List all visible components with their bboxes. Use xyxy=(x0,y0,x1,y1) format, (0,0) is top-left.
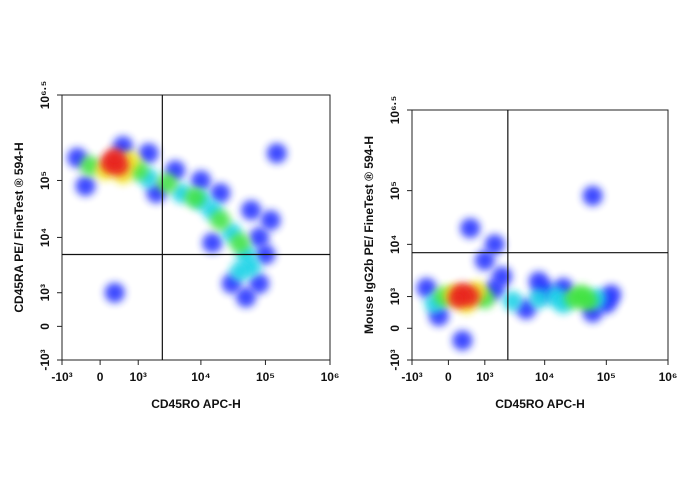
event-cluster xyxy=(210,183,231,204)
event-cluster xyxy=(260,210,281,231)
y-tick-label: 10³ xyxy=(38,284,52,301)
event-cluster xyxy=(249,273,270,294)
y-tick-label: 0 xyxy=(38,323,52,330)
event-cluster xyxy=(460,218,481,239)
event-cluster xyxy=(75,175,96,196)
event-cluster xyxy=(528,271,549,292)
y-tick-label: -10³ xyxy=(388,349,402,370)
event-cluster xyxy=(241,200,262,221)
event-cluster xyxy=(184,187,205,208)
event-cluster xyxy=(157,173,178,194)
x-axis-label: CD45RO APC-H xyxy=(495,397,585,411)
y-tick-label: 10⁴ xyxy=(388,235,402,254)
x-tick-label: 10⁵ xyxy=(597,370,616,384)
event-cluster xyxy=(229,261,250,282)
event-cluster xyxy=(474,250,495,271)
x-tick-label: 10⁶ xyxy=(659,370,678,384)
x-tick-label: 10⁵ xyxy=(256,370,275,384)
event-cluster xyxy=(104,282,125,303)
y-axis-label: Mouse IgG2b PE/ FineTest ® 594-H xyxy=(362,136,376,334)
event-cluster xyxy=(266,143,287,164)
event-cluster xyxy=(502,290,523,311)
event-cluster xyxy=(190,170,211,191)
event-cluster xyxy=(138,143,159,164)
event-cluster xyxy=(571,284,592,305)
event-cluster xyxy=(104,147,125,168)
plot-area xyxy=(416,185,622,351)
x-tick-label: -10³ xyxy=(401,370,422,384)
y-tick-label: 10⁵ xyxy=(388,181,402,200)
event-cluster xyxy=(202,232,223,253)
plot-frame xyxy=(411,109,669,361)
event-cluster xyxy=(229,232,250,253)
x-tick-label: -10³ xyxy=(51,370,72,384)
x-axis-label: CD45RO APC-H xyxy=(151,397,241,411)
y-tick-label: 10⁶·⁵ xyxy=(388,96,402,125)
y-tick-label: 10⁴ xyxy=(38,228,52,247)
y-tick-label: 10⁶·⁵ xyxy=(38,81,52,110)
y-axis-label: CD45RA PE/ FineTest ® 594-H xyxy=(12,142,26,312)
event-cluster xyxy=(582,185,603,206)
event-cluster xyxy=(492,266,513,287)
event-cluster xyxy=(528,288,549,309)
event-cluster xyxy=(416,277,437,298)
plot-frame xyxy=(61,94,331,361)
x-tick-label: 0 xyxy=(97,370,104,384)
event-cluster xyxy=(452,330,473,351)
plot-area xyxy=(67,136,287,308)
x-tick-label: 10³ xyxy=(476,370,493,384)
event-cluster xyxy=(236,287,257,308)
event-cluster xyxy=(210,210,231,231)
event-cluster xyxy=(484,234,505,255)
y-tick-label: 10³ xyxy=(388,288,402,305)
event-cluster xyxy=(80,155,101,176)
x-tick-label: 10⁶ xyxy=(321,370,340,384)
x-tick-label: 10³ xyxy=(130,370,147,384)
x-tick-label: 10⁴ xyxy=(191,370,210,384)
y-tick-label: 10⁵ xyxy=(38,171,52,190)
x-tick-label: 10⁴ xyxy=(535,370,554,384)
x-tick-label: 0 xyxy=(445,370,452,384)
event-cluster xyxy=(249,227,270,248)
y-tick-label: -10³ xyxy=(38,349,52,370)
y-tick-label: 0 xyxy=(388,325,402,332)
event-cluster xyxy=(447,288,468,309)
